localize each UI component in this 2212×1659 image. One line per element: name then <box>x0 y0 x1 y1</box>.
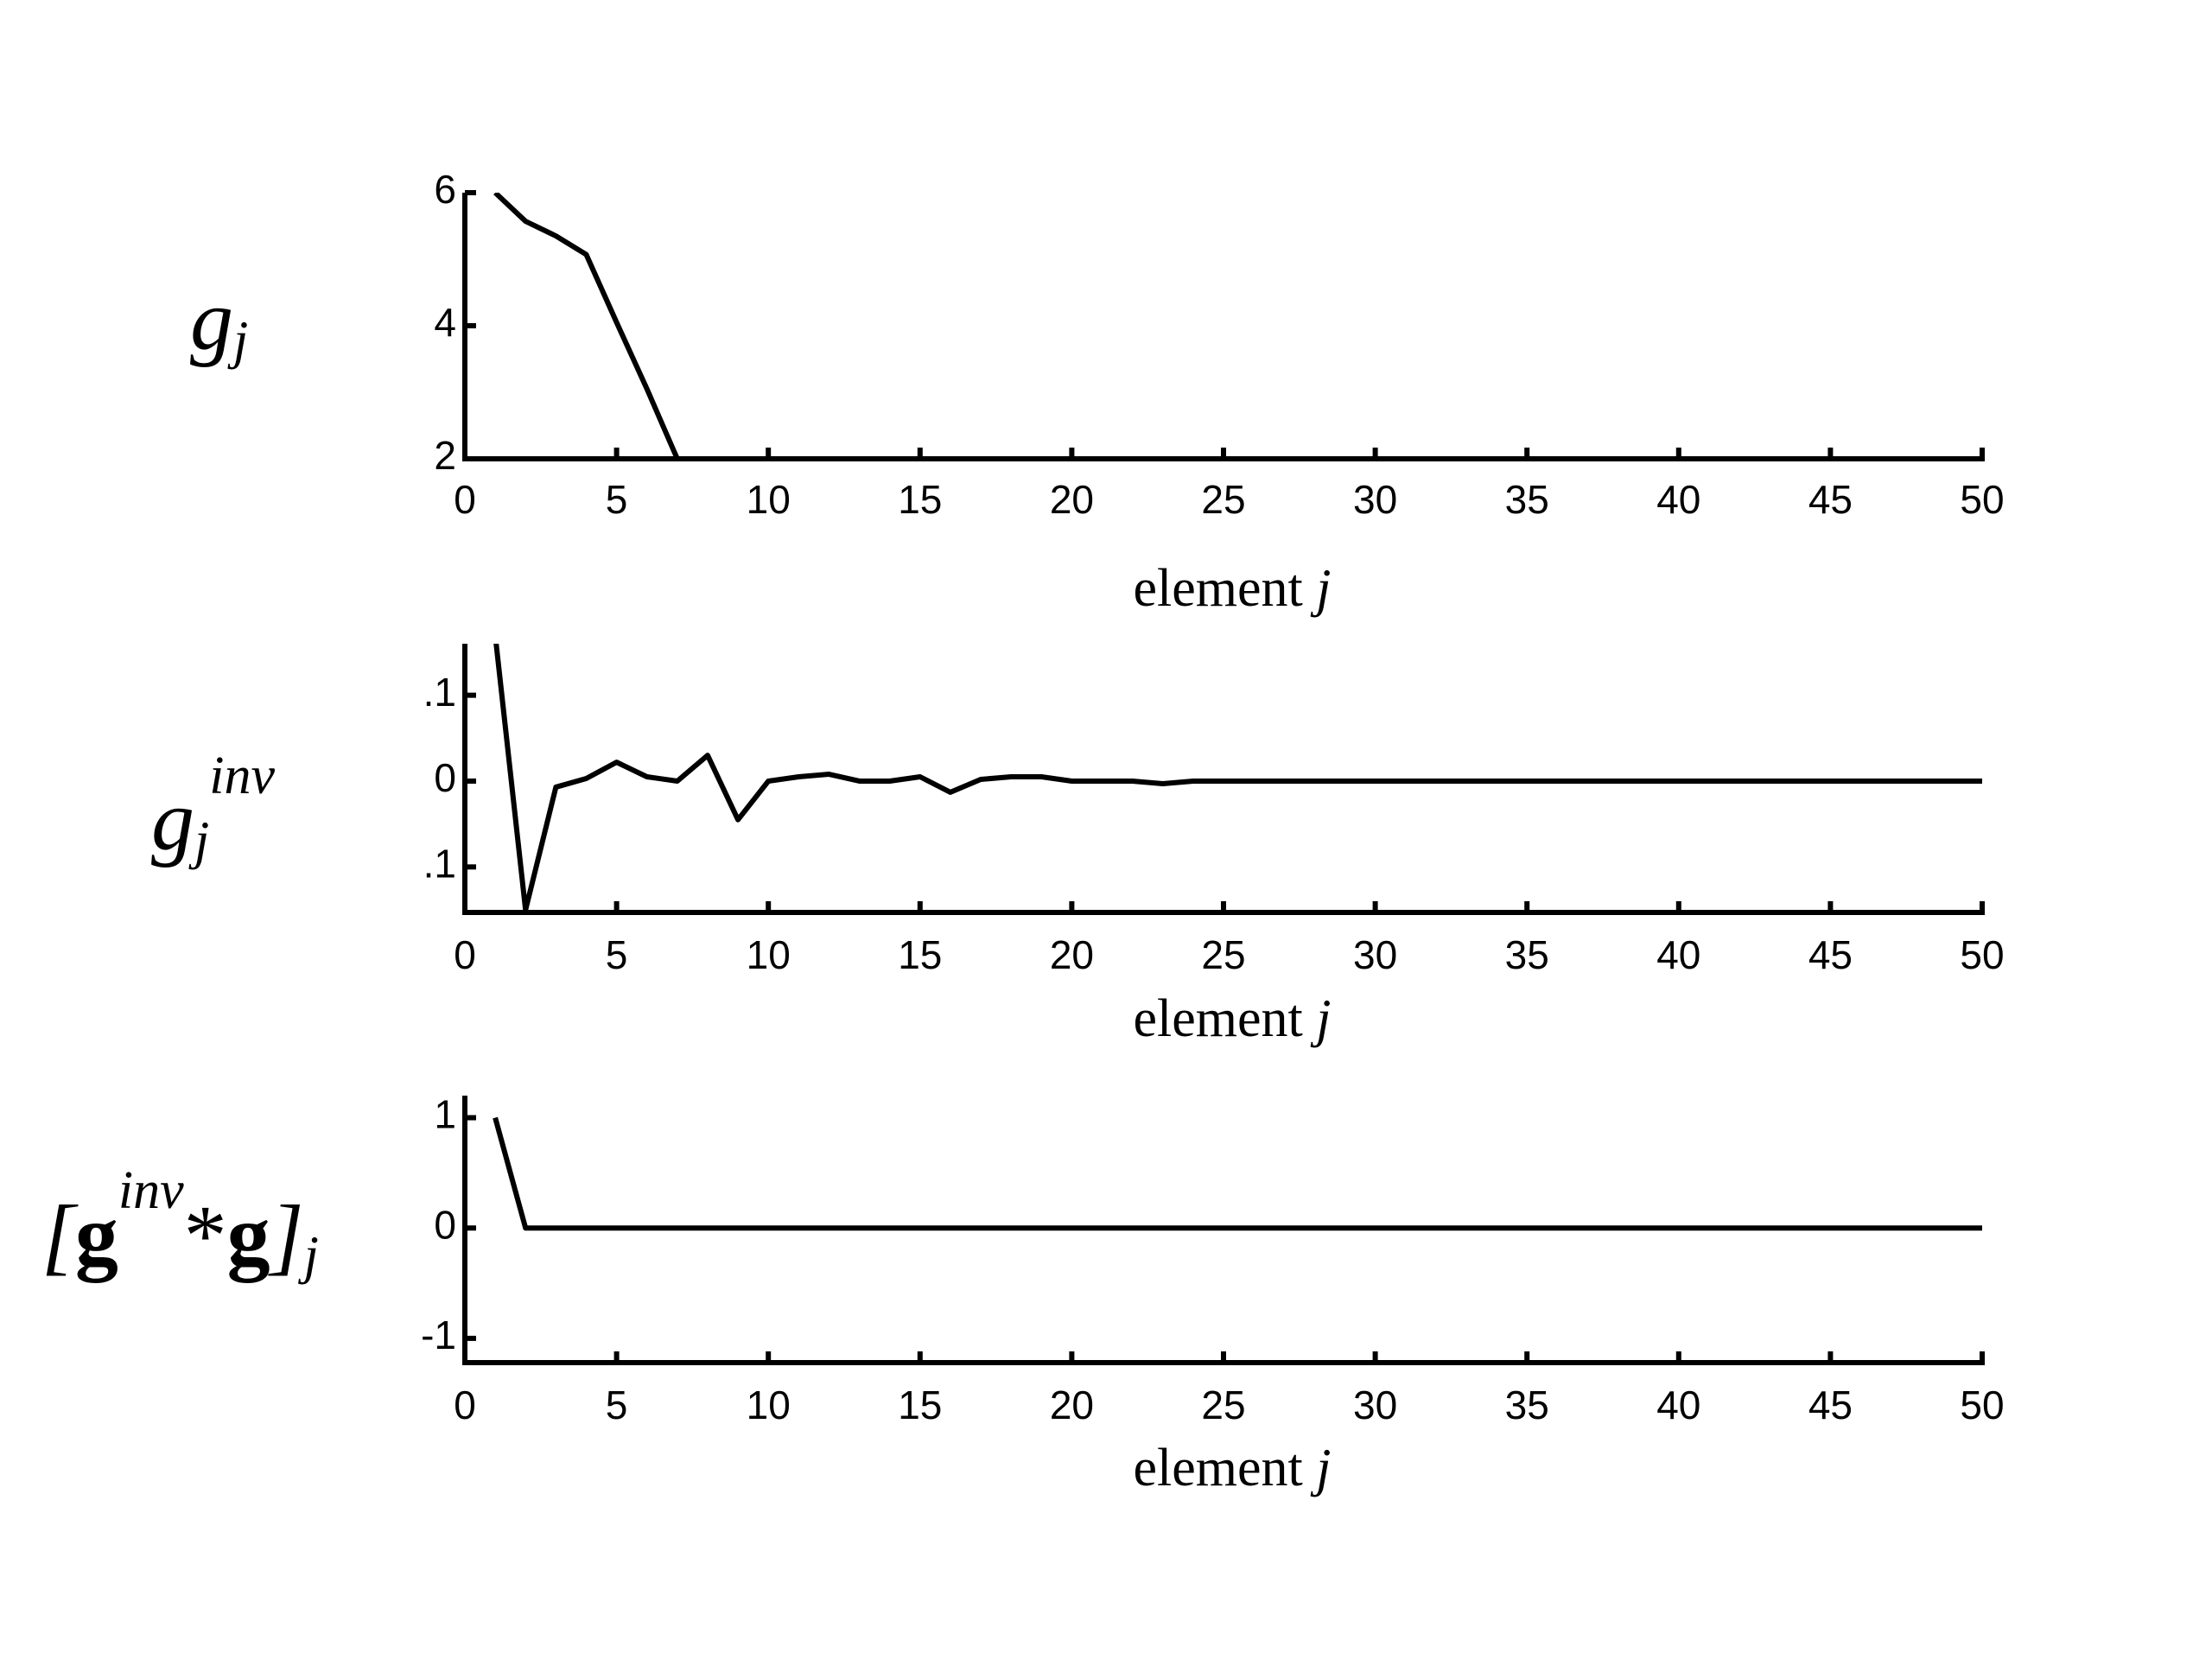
y-tick-label: 2 <box>434 433 456 478</box>
y-axis-label-part: ] <box>268 1187 304 1283</box>
y-tick-label: 4 <box>434 300 456 345</box>
x-tick-label: 5 <box>606 932 628 977</box>
y-tick-label: 6 <box>434 167 456 212</box>
data-line <box>493 1116 1982 1231</box>
x-tick-label: 0 <box>454 477 476 522</box>
x-tick-label: 45 <box>1808 1382 1853 1427</box>
x-tick-label: 20 <box>1050 1382 1094 1427</box>
y-axis-label-part: inv <box>209 747 275 805</box>
y-axis-label-part: g <box>227 1187 270 1283</box>
x-tick-label: 15 <box>898 932 942 977</box>
x-tick-label: 25 <box>1201 932 1245 977</box>
y-axis-label-part: g <box>151 772 194 868</box>
x-tick-label: 35 <box>1505 477 1549 522</box>
data-line <box>493 644 1982 912</box>
y-tick-label: .1 <box>423 841 456 886</box>
y-axis-label: gjinv <box>151 747 275 869</box>
x-axis-label-part: element <box>1134 559 1303 618</box>
x-axis-label-part: j <box>1310 1439 1331 1497</box>
x-tick-label: 10 <box>747 932 791 977</box>
x-tick-label: 50 <box>1960 1382 2004 1427</box>
x-tick-label: 15 <box>898 477 942 522</box>
x-axis-label-part: j <box>1310 989 1331 1048</box>
x-axis-label-part: element <box>1134 1439 1303 1497</box>
y-tick-label: 0 <box>434 1202 456 1247</box>
y-axis-label-part: * <box>184 1187 227 1283</box>
x-tick-label: 20 <box>1050 932 1094 977</box>
x-tick-label: 40 <box>1656 1382 1700 1427</box>
y-tick-label: -1 <box>421 1313 456 1357</box>
x-tick-label: 30 <box>1353 477 1397 522</box>
x-tick-label: 35 <box>1505 932 1549 977</box>
x-tick-label: 45 <box>1808 477 1853 522</box>
y-axis-label-part: g <box>75 1187 118 1283</box>
x-axis-label: element j <box>1134 1439 1332 1497</box>
x-tick-label: 25 <box>1201 477 1245 522</box>
x-tick-label: 45 <box>1808 932 1853 977</box>
y-axis-label-part: g <box>190 272 233 368</box>
x-tick-label: 50 <box>1960 932 2004 977</box>
x-tick-label: 0 <box>454 1382 476 1427</box>
x-tick-label: 15 <box>898 1382 942 1427</box>
x-tick-label: 30 <box>1353 1382 1397 1427</box>
x-tick-label: 50 <box>1960 477 2004 522</box>
x-tick-label: 20 <box>1050 477 1094 522</box>
x-axis-label-part: element <box>1134 989 1303 1048</box>
x-tick-label: 0 <box>454 932 476 977</box>
x-axis-label-part: j <box>1310 559 1331 618</box>
y-axis-label-part: [ <box>41 1187 79 1283</box>
y-axis-label: gj <box>190 272 248 370</box>
data-line <box>493 193 1982 459</box>
y-axis-label: [ginv*g]j <box>41 1161 319 1284</box>
x-tick-label: 10 <box>747 477 791 522</box>
x-tick-label: 30 <box>1353 932 1397 977</box>
x-tick-label: 35 <box>1505 1382 1549 1427</box>
y-tick-label: .1 <box>423 670 456 715</box>
x-axis-label: element j <box>1134 989 1332 1048</box>
x-tick-label: 5 <box>606 477 628 522</box>
x-tick-label: 40 <box>1656 932 1700 977</box>
x-tick-label: 5 <box>606 1382 628 1427</box>
x-tick-label: 25 <box>1201 1382 1245 1427</box>
y-tick-label: 0 <box>434 755 456 800</box>
x-tick-label: 40 <box>1656 477 1700 522</box>
x-tick-label: 10 <box>747 1382 791 1427</box>
x-axis-label: element j <box>1134 559 1332 618</box>
y-axis-label-part: inv <box>118 1161 184 1220</box>
y-tick-label: 1 <box>434 1092 456 1137</box>
